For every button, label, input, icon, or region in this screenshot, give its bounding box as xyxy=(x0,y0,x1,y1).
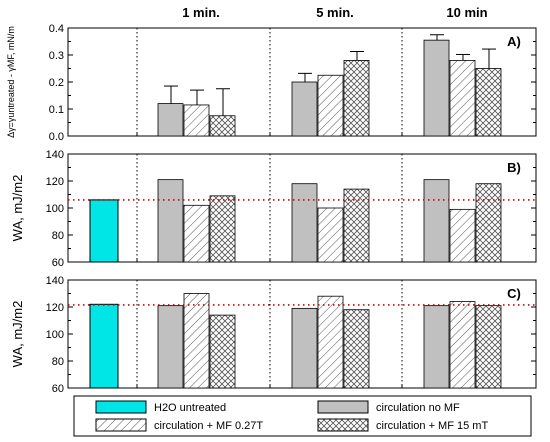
y-tick-label: 0.2 xyxy=(49,77,64,89)
bar-mf027-1 xyxy=(183,293,210,389)
y-tick-label: 100 xyxy=(46,329,64,341)
bar-mf027-3 xyxy=(449,301,476,389)
bar-mf15-3 xyxy=(475,183,502,263)
bar-mf15-1 xyxy=(209,314,236,389)
bar-untreated xyxy=(89,303,119,389)
legend-swatch-circulation xyxy=(317,400,369,414)
panel-a-label: A) xyxy=(507,34,521,49)
panel-c-bars xyxy=(68,293,536,389)
y-tick-label: 140 xyxy=(46,275,64,287)
bar-circ-3 xyxy=(423,179,450,263)
y-tick-label: 140 xyxy=(46,149,64,161)
bar-circ-2 xyxy=(291,183,318,263)
group-header-3: 10 min xyxy=(446,5,487,20)
panel-b-ylabel: WA, mJ/m2 xyxy=(10,175,25,242)
panel-a-ylabel: Δγ=γuntreated - γMF, mN/m xyxy=(6,26,16,138)
panel-a-ticks: 0.0 0.1 0.2 0.3 0.4 xyxy=(49,23,536,143)
bar-mf15-2 xyxy=(343,188,370,263)
y-tick-label: 80 xyxy=(52,356,64,368)
y-tick-label: 0.0 xyxy=(49,131,64,143)
legend: H2O untreated circulation no MF circulat… xyxy=(73,395,532,437)
legend-label-mf027: circulation + MF 0.27T xyxy=(154,420,263,432)
y-tick-label: 80 xyxy=(52,230,64,242)
y-tick-label: 100 xyxy=(46,203,64,215)
panel-c: 60 80 100 120 140 C) WA, mJ/m2 xyxy=(10,275,537,395)
legend-swatch-untreated xyxy=(95,400,147,414)
bar-circ-2 xyxy=(291,81,318,137)
group-headers: 1 min. 5 min. 10 min xyxy=(182,5,487,20)
panel-b-bars xyxy=(68,179,536,263)
panel-b-label: B) xyxy=(507,160,521,175)
bar-mf027-1 xyxy=(183,204,210,263)
bar-circ-3 xyxy=(423,305,450,389)
panel-c-label: C) xyxy=(507,286,521,301)
bar-mf15-2 xyxy=(343,309,370,389)
y-tick-label: 0.1 xyxy=(49,104,64,116)
y-tick-label: 60 xyxy=(52,257,64,269)
bar-mf15-3 xyxy=(475,68,502,137)
y-tick-label: 60 xyxy=(52,383,64,395)
panel-c-ylabel: WA, mJ/m2 xyxy=(10,301,25,368)
y-tick-label: 0.3 xyxy=(49,50,64,62)
bar-circ-1 xyxy=(157,179,184,263)
group-header-1: 1 min. xyxy=(182,5,220,20)
y-tick-label: 120 xyxy=(46,176,64,188)
bar-mf027-3 xyxy=(449,208,476,263)
panel-c-ticks: 60 80 100 120 140 xyxy=(46,275,536,395)
bar-mf15-1 xyxy=(209,115,236,137)
panel-b: 60 80 100 120 140 B) WA, mJ/m2 xyxy=(10,149,537,269)
bar-mf15-3 xyxy=(475,305,502,389)
bar-circ-1 xyxy=(157,305,184,389)
group-header-2: 5 min. xyxy=(316,5,354,20)
legend-label-circulation: circulation no MF xyxy=(376,402,460,414)
bar-mf027-2 xyxy=(317,207,344,263)
y-tick-label: 0.4 xyxy=(49,23,64,35)
legend-swatch-mf027 xyxy=(95,418,147,432)
bar-mf15-2 xyxy=(343,60,370,137)
bar-mf027-2 xyxy=(317,295,344,389)
bar-circ-2 xyxy=(291,307,318,389)
panel-a: 0.0 0.1 0.2 0.3 0.4 A) Δγ=γuntreated - γMF, … xyxy=(6,23,537,143)
legend-label-untreated: H2O untreated xyxy=(154,402,226,414)
bar-mf027-2 xyxy=(317,74,344,137)
bar-mf15-1 xyxy=(209,195,236,263)
bar-untreated xyxy=(89,199,119,263)
legend-frame xyxy=(73,395,532,437)
y-tick-label: 120 xyxy=(46,302,64,314)
bar-mf027-1 xyxy=(183,104,210,137)
bar-circ-3 xyxy=(423,39,450,137)
legend-swatch-mf15 xyxy=(317,418,369,432)
bar-circ-1 xyxy=(157,103,184,137)
panel-a-bars xyxy=(157,34,502,137)
legend-label-mf15: circulation + MF 15 mT xyxy=(376,420,488,432)
panel-b-ticks: 60 80 100 120 140 xyxy=(46,149,536,269)
bar-mf027-3 xyxy=(449,60,476,137)
